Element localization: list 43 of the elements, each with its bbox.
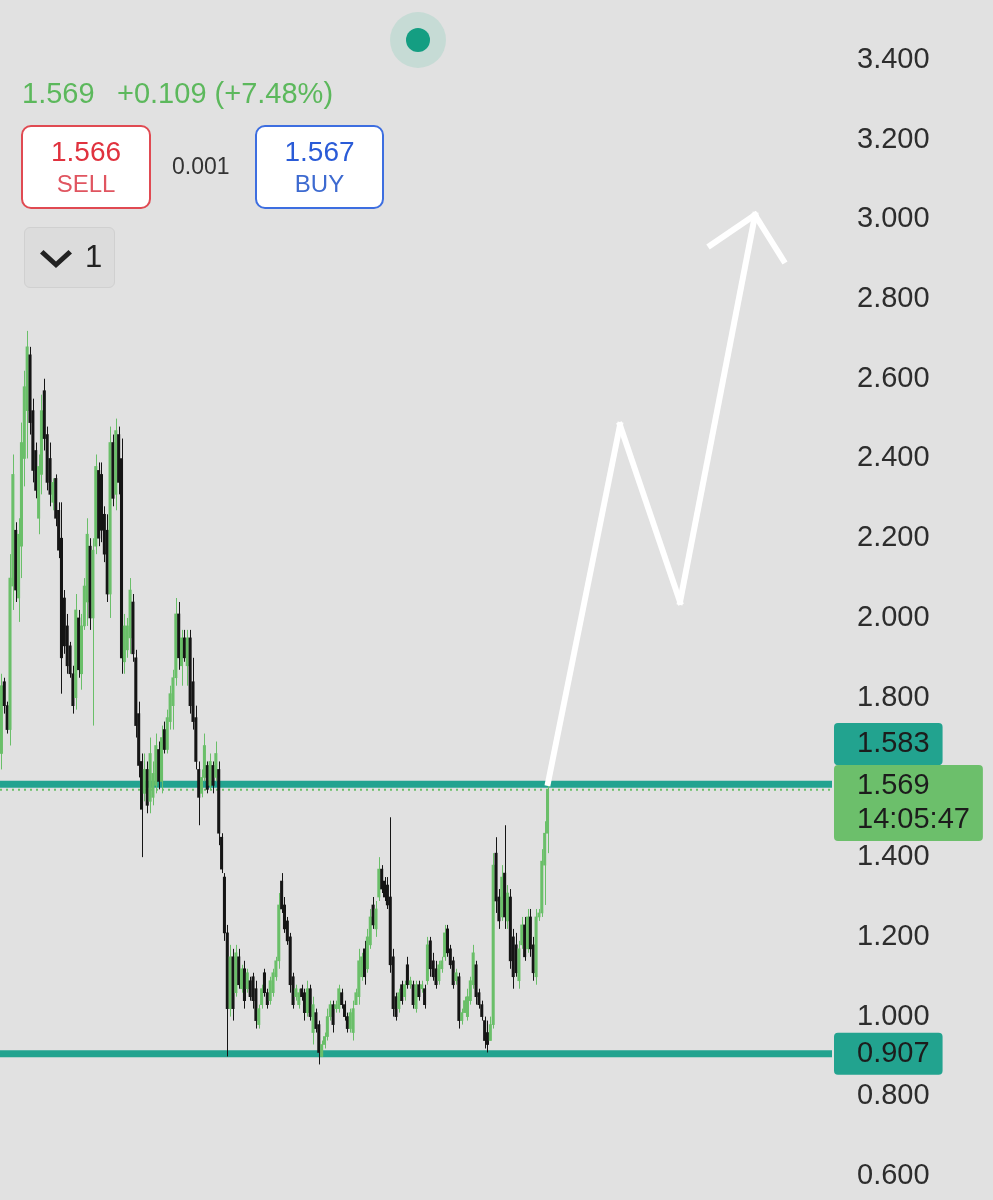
y-tick-label: 1.200 [857,918,930,951]
ref-line-label: 1.583 [857,726,930,759]
y-tick-label: 1.000 [857,998,930,1031]
y-tick-label: 2.200 [857,520,930,553]
annotation: +0.109 (+7.48%) [117,76,334,110]
candlestick [257,1004,261,1030]
y-tick-label: 0.600 [857,1158,930,1191]
y-tick-label: 2.000 [857,599,930,632]
annotation: BUY [294,169,345,199]
candlestick [380,864,384,894]
y-tick-label: 1.400 [857,839,930,872]
annotation: 1.567 [284,135,355,169]
candlestick [245,968,249,994]
candlestick [397,988,401,1014]
annotation: SELL [56,169,116,199]
candlestick [297,988,301,1010]
candlestick [403,980,407,1002]
y-tick-label: 1.800 [857,679,930,712]
y-tick-label: 0.800 [857,1078,930,1111]
y-tick-label: 3.000 [857,201,930,234]
ref-line-label: 1.569 [857,768,930,801]
annotation: 1.569 [22,76,95,110]
candlestick [248,976,252,1002]
annotation: 1.566 [50,135,122,169]
text: 14:05:47 [857,802,970,835]
y-tick-label: 2.400 [857,440,930,473]
y-tick-label: 2.800 [857,281,930,313]
sell-button: 1.566 SELL [21,125,151,209]
candlestick [51,477,55,511]
annotation: 0.001 [172,152,230,180]
y-tick-label: 3.200 [857,121,930,154]
y-tick-label: 2.600 [857,360,930,393]
ref-line-label: 0.907 [857,1035,930,1068]
y-tick-label: 3.400 [857,41,930,74]
candlestick [211,760,215,794]
candlestick [423,984,427,1010]
candlestick [260,984,264,1010]
candlestick [374,900,378,938]
candlestick [348,1008,352,1034]
buy-button: 1.567 BUY [255,125,384,209]
candlestick [437,960,441,986]
candlestick [240,964,244,994]
annotation: 1 [85,239,103,275]
